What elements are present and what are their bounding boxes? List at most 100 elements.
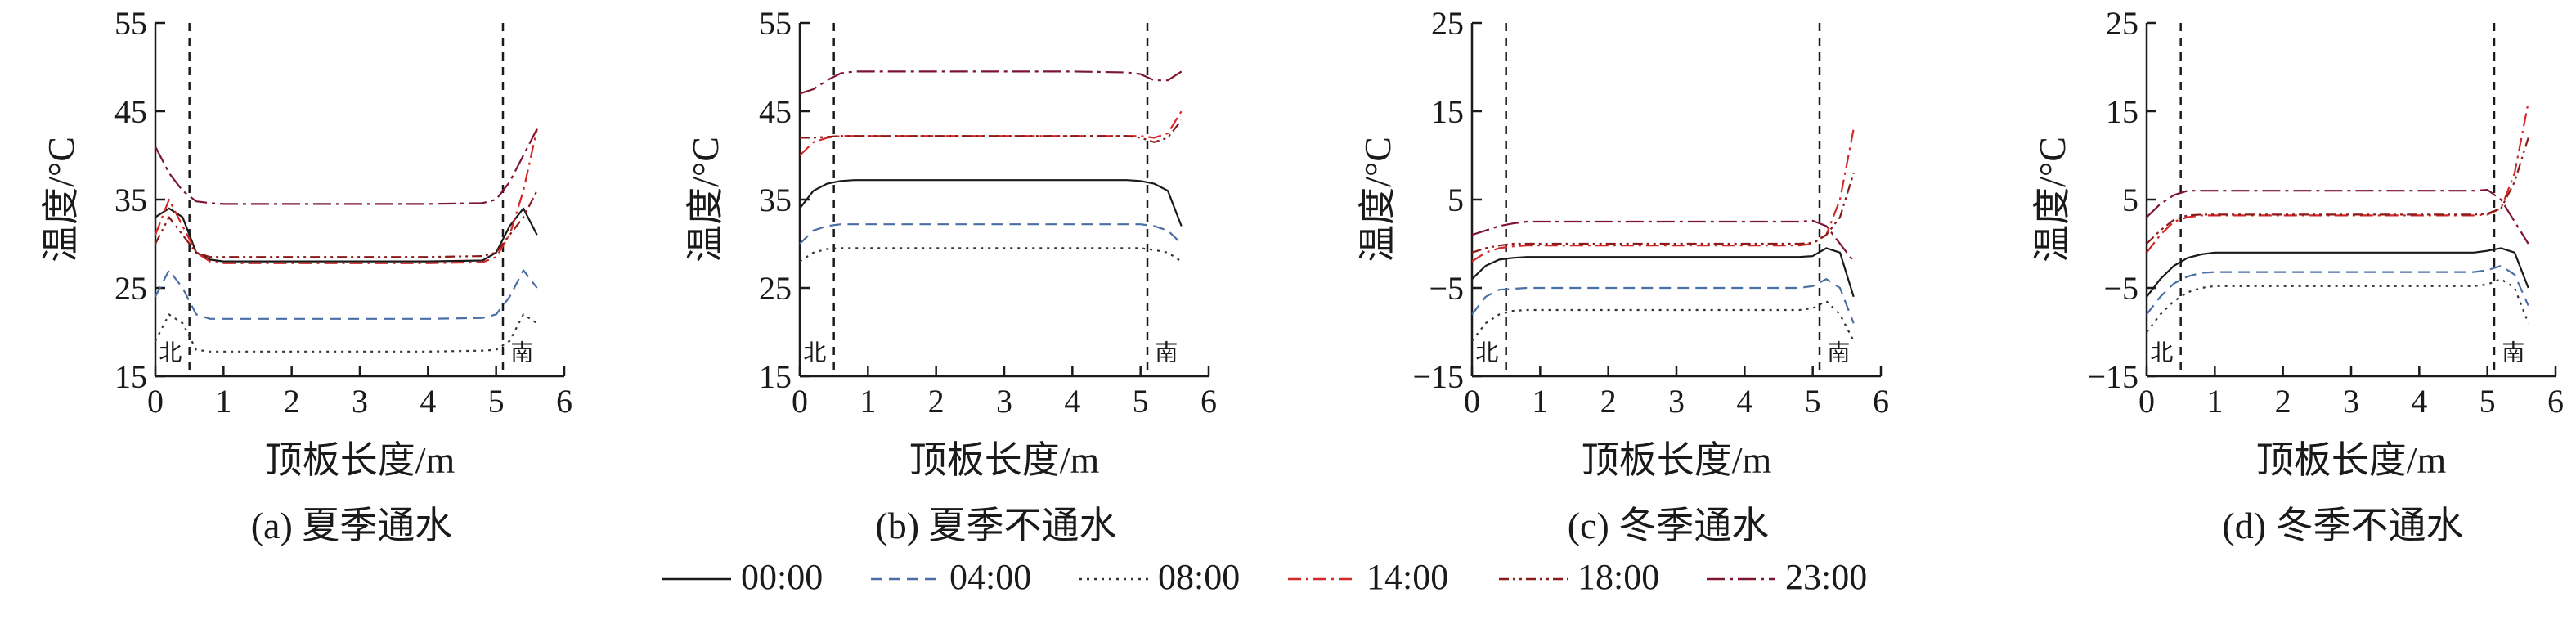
y-tick-label: 25 bbox=[1431, 5, 1464, 42]
chart-panel-4: −15 −5 5 15 25 0 1 2 3 4 5 6 北 南 温度/°C 顶板长度/m (d) 冬季不通水 bbox=[2031, 5, 2564, 546]
region-annotation: 南 bbox=[1827, 340, 1850, 366]
legend-label: 00:00 bbox=[741, 557, 823, 597]
x-tick-label: 3 bbox=[352, 383, 368, 420]
panel-caption: (a) 夏季通水 bbox=[251, 505, 453, 546]
y-tick-label: 15 bbox=[759, 358, 792, 395]
y-tick-label: 55 bbox=[114, 5, 147, 42]
x-tick-label: 5 bbox=[1805, 383, 1821, 420]
x-tick-label: 4 bbox=[1064, 383, 1080, 420]
x-tick-label: 1 bbox=[1532, 383, 1548, 420]
legend-label: 04:00 bbox=[949, 557, 1031, 597]
x-tick-label: 2 bbox=[284, 383, 300, 420]
series-line-1400 bbox=[799, 110, 1183, 156]
x-tick-label: 2 bbox=[928, 383, 945, 420]
y-tick-label: 25 bbox=[759, 270, 792, 307]
x-tick-label: 5 bbox=[1133, 383, 1149, 420]
panel-caption: (b) 夏季不通水 bbox=[875, 505, 1116, 546]
x-axis-label: 顶板长度/m bbox=[1582, 439, 1772, 481]
x-tick-label: 6 bbox=[556, 383, 572, 420]
y-tick-label: 45 bbox=[759, 93, 792, 130]
x-tick-label: 5 bbox=[2480, 383, 2496, 420]
region-annotation: 南 bbox=[510, 340, 533, 366]
x-tick-label: 0 bbox=[1464, 383, 1480, 420]
series-line-1800 bbox=[800, 119, 1183, 143]
x-tick-label: 3 bbox=[1668, 383, 1685, 420]
series-line-1800 bbox=[1471, 173, 1855, 254]
series-line-0800 bbox=[2146, 278, 2529, 333]
series-line-2300 bbox=[799, 70, 1183, 95]
legend-item: 08:00 bbox=[1079, 557, 1240, 597]
series-line-0000 bbox=[2146, 247, 2529, 298]
x-tick-label: 5 bbox=[488, 383, 505, 420]
y-axis-label: 温度/°C bbox=[1357, 137, 1398, 263]
y-tick-label: −15 bbox=[2087, 358, 2138, 395]
series-line-2300 bbox=[1471, 219, 1855, 263]
x-tick-label: 2 bbox=[1600, 383, 1617, 420]
x-tick-label: 1 bbox=[2206, 383, 2223, 420]
legend-item: 04:00 bbox=[871, 557, 1031, 597]
x-tick-label: 1 bbox=[215, 383, 231, 420]
y-tick-label: 15 bbox=[114, 358, 147, 395]
x-tick-label: 4 bbox=[2411, 383, 2427, 420]
legend-label: 23:00 bbox=[1785, 557, 1867, 597]
y-axis-label: 温度/°C bbox=[684, 137, 726, 263]
y-tick-label: 15 bbox=[1431, 93, 1464, 130]
chart-panel-3: −15 −5 5 15 25 0 1 2 3 4 5 6 北 南 温度/°C 顶板长度/m (c) 冬季通水 bbox=[1357, 5, 1889, 546]
series-line-1800 bbox=[155, 190, 538, 258]
x-axis-label: 顶板长度/m bbox=[2256, 439, 2447, 481]
y-axis-label: 温度/°C bbox=[40, 137, 82, 263]
region-annotation: 南 bbox=[2502, 340, 2524, 366]
legend-item: 23:00 bbox=[1707, 557, 1867, 597]
legend-label: 08:00 bbox=[1158, 557, 1240, 597]
series-line-1400 bbox=[1471, 128, 1855, 263]
y-tick-label: −15 bbox=[1412, 358, 1464, 395]
region-annotation: 北 bbox=[2150, 341, 2173, 366]
x-tick-label: 2 bbox=[2275, 383, 2291, 420]
y-tick-label: 35 bbox=[759, 182, 792, 218]
y-tick-label: 5 bbox=[2122, 182, 2138, 218]
x-tick-label: 0 bbox=[792, 383, 808, 420]
region-annotation: 北 bbox=[1475, 341, 1498, 366]
region-annotation: 北 bbox=[803, 341, 826, 366]
series-line-0400 bbox=[1471, 278, 1855, 324]
series-line-2300 bbox=[155, 128, 538, 205]
series-line-0800 bbox=[799, 247, 1183, 263]
legend-item: 00:00 bbox=[662, 557, 823, 597]
series-line-0000 bbox=[1471, 247, 1855, 298]
y-tick-label: −5 bbox=[2103, 270, 2138, 307]
legend-item: 14:00 bbox=[1288, 557, 1448, 597]
series-line-2300 bbox=[2146, 189, 2529, 245]
panel-caption: (d) 冬季不通水 bbox=[2222, 505, 2463, 546]
series-line-1400 bbox=[154, 128, 538, 264]
y-tick-label: 5 bbox=[1447, 182, 1464, 218]
x-tick-label: 0 bbox=[147, 383, 164, 420]
x-tick-label: 6 bbox=[2547, 383, 2564, 420]
series-line-0400 bbox=[155, 269, 538, 320]
y-tick-label: 25 bbox=[2106, 5, 2138, 42]
y-tick-label: 25 bbox=[114, 270, 147, 307]
panel-caption: (c) 冬季通水 bbox=[1568, 505, 1770, 546]
region-annotation: 南 bbox=[1155, 340, 1178, 366]
y-tick-label: 35 bbox=[114, 182, 147, 218]
series-line-0800 bbox=[155, 313, 538, 353]
legend: 00:00 04:00 08:00 14:00 18:00 23:00 bbox=[662, 557, 1867, 597]
x-tick-label: 4 bbox=[1736, 383, 1752, 420]
x-tick-label: 6 bbox=[1873, 383, 1889, 420]
x-tick-label: 1 bbox=[859, 383, 876, 420]
series-line-1400 bbox=[2146, 101, 2529, 254]
x-axis-label: 顶板长度/m bbox=[265, 439, 456, 481]
y-tick-label: 15 bbox=[2106, 93, 2138, 130]
x-axis-label: 顶板长度/m bbox=[909, 439, 1100, 481]
series-line-0400 bbox=[2146, 264, 2529, 316]
series-line-0800 bbox=[1471, 300, 1855, 342]
legend-item: 18:00 bbox=[1499, 557, 1659, 597]
legend-label: 14:00 bbox=[1367, 557, 1448, 597]
x-tick-label: 4 bbox=[420, 383, 436, 420]
series-line-0000 bbox=[799, 179, 1183, 227]
x-tick-label: 0 bbox=[2138, 383, 2155, 420]
x-tick-label: 6 bbox=[1200, 383, 1217, 420]
x-tick-label: 3 bbox=[2343, 383, 2359, 420]
